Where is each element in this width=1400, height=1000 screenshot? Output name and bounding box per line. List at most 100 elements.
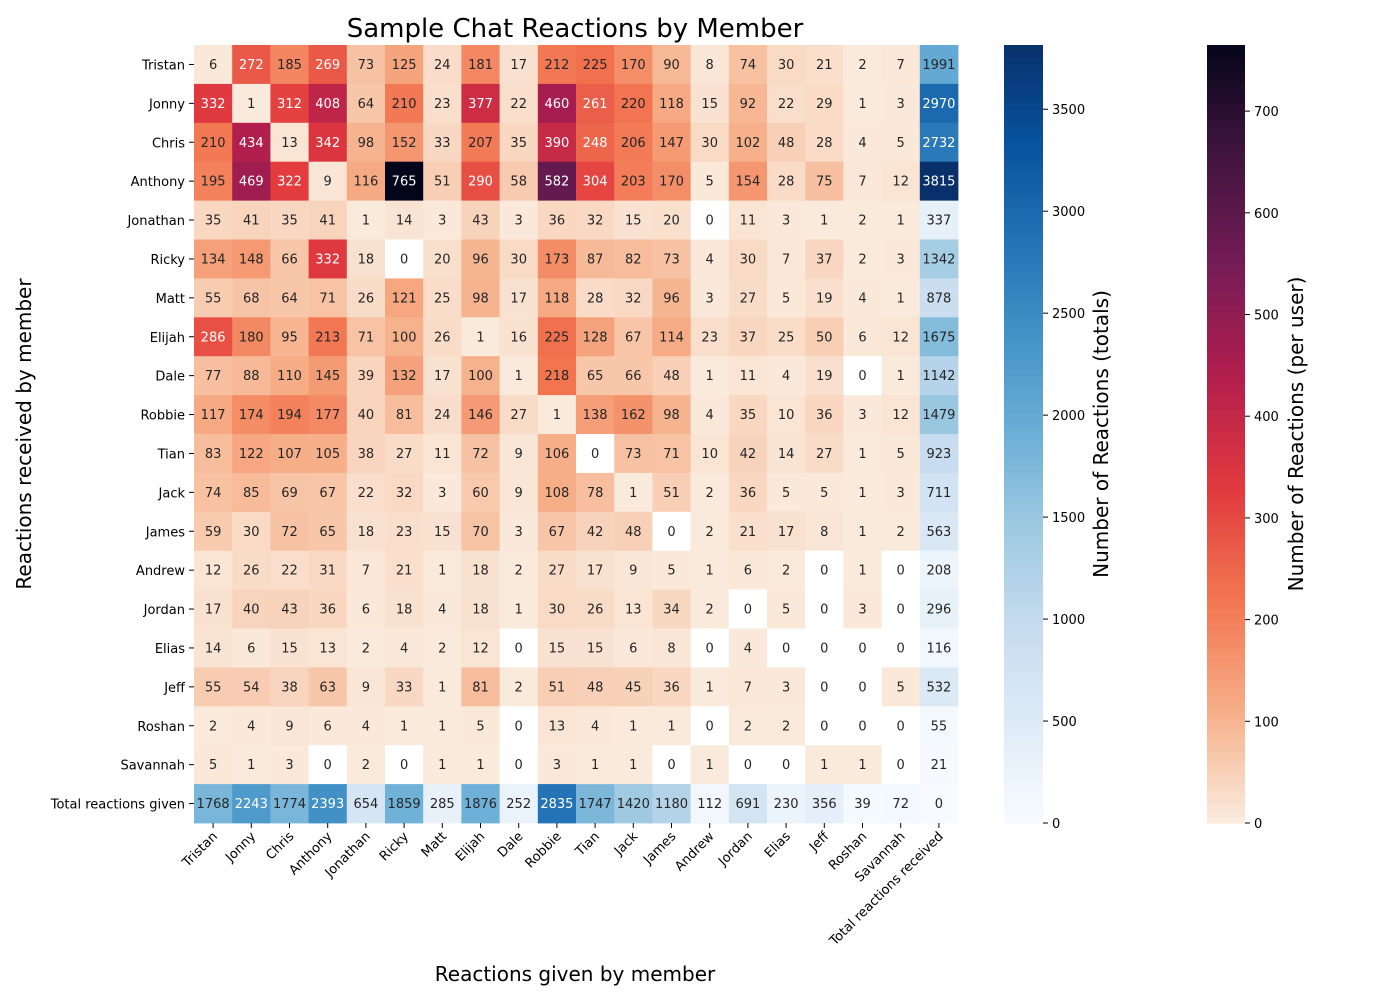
y-tick-label: Jonathan	[126, 214, 185, 229]
heatmap-cell	[690, 122, 730, 163]
heatmap-cell	[232, 511, 271, 552]
colorbar-per-user-gradient-segment	[1207, 654, 1245, 662]
cell-value-label: 51	[663, 486, 680, 501]
heatmap-cell	[461, 161, 500, 201]
colorbar-per-user-gradient-segment	[1207, 356, 1245, 364]
heatmap-cell	[537, 278, 577, 318]
heatmap-cell	[346, 472, 386, 513]
heatmap-cell	[767, 317, 806, 357]
heatmap-cell	[576, 511, 615, 552]
colorbar-totals-gradient-segment	[1004, 583, 1043, 591]
colorbar-totals-gradient-segment	[1004, 634, 1043, 643]
x-tick-label: Tristan	[179, 829, 221, 871]
cell-value-label: 654	[353, 797, 378, 812]
cell-value-label: 691	[735, 797, 760, 812]
cell-value-label: 35	[740, 408, 757, 423]
colorbar-per-user-gradient-segment	[1207, 278, 1245, 286]
cell-value-label: 1	[515, 603, 523, 618]
colorbar-totals-gradient-segment	[1004, 797, 1043, 805]
cell-value-label: 1	[667, 719, 675, 734]
heatmap-cell	[843, 317, 882, 357]
cell-value-label: 377	[468, 97, 493, 112]
heatmap-cell	[690, 589, 730, 629]
colorbar-totals-gradient-segment	[1004, 142, 1043, 150]
cell-value-label: 1342	[922, 252, 955, 267]
heatmap-cell	[423, 161, 462, 201]
colorbar-per-user-gradient-segment	[1207, 174, 1245, 182]
heatmap-cell	[843, 200, 882, 240]
cell-value-label: 7	[897, 58, 905, 73]
heatmap-cell	[423, 784, 462, 824]
colorbar-per-user-gradient-segment	[1207, 414, 1245, 422]
heatmap-cell	[767, 83, 806, 124]
cell-value-label: 33	[396, 680, 413, 695]
cell-value-label: 35	[510, 136, 527, 151]
cell-value-label: 582	[544, 175, 569, 190]
cell-value-label: 1	[820, 758, 828, 773]
cell-value-label: 4	[706, 408, 714, 423]
cell-value-label: 6	[744, 564, 752, 579]
colorbar-per-user-gradient-segment	[1207, 434, 1245, 442]
cell-value-label: 41	[319, 214, 336, 229]
heatmap-cell	[805, 745, 844, 785]
cell-value-label: 0	[820, 641, 828, 656]
cell-value-label: 1479	[922, 408, 955, 423]
heatmap-cell	[690, 200, 730, 240]
heatmap-cell	[270, 200, 309, 240]
colorbar-per-user-gradient-segment	[1207, 395, 1245, 403]
colorbar-per-user-gradient-segment	[1207, 96, 1245, 104]
colorbar-per-user-gradient-segment	[1207, 609, 1245, 617]
heatmap-cell	[537, 667, 577, 707]
cell-value-label: 40	[243, 603, 260, 618]
colorbar-per-user-gradient-segment	[1207, 336, 1245, 344]
cell-value-label: 203	[621, 175, 646, 190]
heatmap-cell	[270, 317, 309, 357]
heatmap-cell	[690, 511, 730, 552]
heatmap-cell	[461, 45, 500, 85]
colorbar-per-user-tick-label: 200	[1254, 614, 1279, 629]
colorbar-totals-gradient-segment	[1004, 245, 1043, 254]
colorbar-per-user-gradient-segment	[1207, 660, 1245, 668]
cell-value-label: 1	[476, 330, 484, 345]
cell-value-label: 230	[774, 797, 799, 812]
heatmap-cell	[194, 472, 233, 513]
heatmap-cell	[767, 122, 806, 163]
cell-value-label: 0	[858, 369, 866, 384]
cell-value-label: 0	[667, 758, 675, 773]
cell-value-label: 66	[625, 369, 642, 384]
heatmap-cell	[690, 434, 730, 474]
heatmap-cell	[805, 278, 844, 318]
cell-value-label: 225	[544, 330, 569, 345]
colorbar-per-user-gradient-segment	[1207, 725, 1245, 733]
cell-value-label: 4	[591, 719, 599, 734]
cell-value-label: 18	[472, 564, 489, 579]
cell-value-label: 1	[438, 564, 446, 579]
heatmap-cell	[308, 45, 348, 85]
colorbar-per-user-gradient-segment	[1207, 751, 1245, 759]
heatmap-cell	[346, 45, 386, 85]
cell-value-label: 17	[434, 369, 451, 384]
colorbar-per-user-gradient-segment	[1207, 343, 1245, 351]
heatmap-cell	[194, 122, 233, 163]
cell-value-label: 65	[319, 525, 336, 540]
x-tick-label: Elijah	[453, 829, 489, 865]
heatmap-cell	[728, 706, 768, 746]
colorbar-totals-gradient-segment	[1004, 628, 1043, 636]
colorbar-totals-gradient-segment	[1004, 356, 1043, 364]
heatmap-cell	[232, 745, 271, 785]
cell-value-label: 5	[667, 564, 675, 579]
heatmap-cell	[385, 550, 424, 590]
cell-value-label: 4	[744, 641, 752, 656]
heatmap-cell	[461, 83, 500, 124]
cell-value-label: 16	[510, 330, 527, 345]
heatmap-cell	[423, 706, 462, 746]
cell-value-label: 1	[515, 369, 523, 384]
heatmap-cell	[919, 83, 959, 124]
heatmap-cell	[690, 161, 730, 201]
heatmap-cell	[499, 45, 539, 85]
colorbar-totals-gradient-segment	[1004, 693, 1043, 701]
colorbar-totals-gradient-segment	[1004, 751, 1043, 759]
heatmap-cell	[499, 745, 539, 785]
colorbar-totals-gradient-segment	[1004, 699, 1043, 707]
heatmap-cell	[194, 550, 233, 590]
